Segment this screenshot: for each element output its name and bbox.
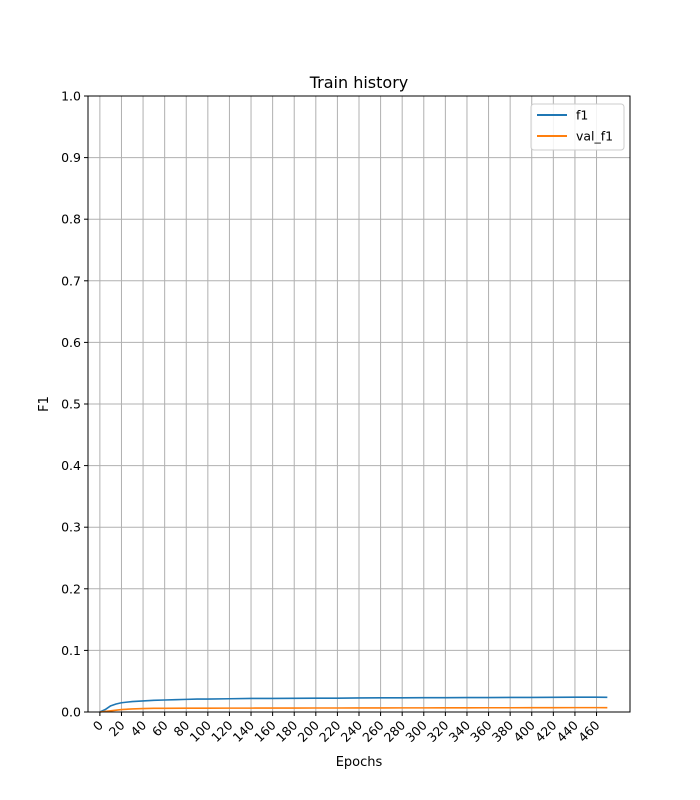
legend: f1 val_f1	[530, 103, 625, 151]
y-tick-label: 0.7	[61, 273, 81, 288]
y-tick-label: 1.0	[61, 89, 81, 104]
y-tick-label: 0.4	[61, 458, 81, 473]
legend-label-val-f1: val_f1	[576, 129, 613, 144]
y-tick-label: 0.2	[61, 581, 81, 596]
y-tick-label: 0.8	[61, 212, 81, 227]
y-tick-label: 0.0	[61, 705, 81, 720]
legend-label-f1: f1	[576, 108, 588, 123]
series-line-f1	[99, 696, 608, 713]
series-line-val-f1	[99, 706, 608, 713]
y-tick-label: 0.5	[61, 397, 81, 412]
y-axis-label: F1	[37, 396, 52, 412]
y-tick-label: 0.3	[61, 520, 81, 535]
series-layer	[99, 696, 608, 713]
y-tick-label: 0.9	[61, 150, 81, 165]
x-axis-label: Epochs	[336, 755, 383, 770]
chart-title: Train history	[309, 73, 409, 92]
y-axis-ticks: 0.0 0.1 0.2 0.3 0.4 0.5 0.6 0.7 0.8 0.9 1.0	[61, 89, 88, 720]
y-tick-label: 0.6	[61, 335, 81, 350]
y-tick-label: 0.1	[61, 643, 81, 658]
